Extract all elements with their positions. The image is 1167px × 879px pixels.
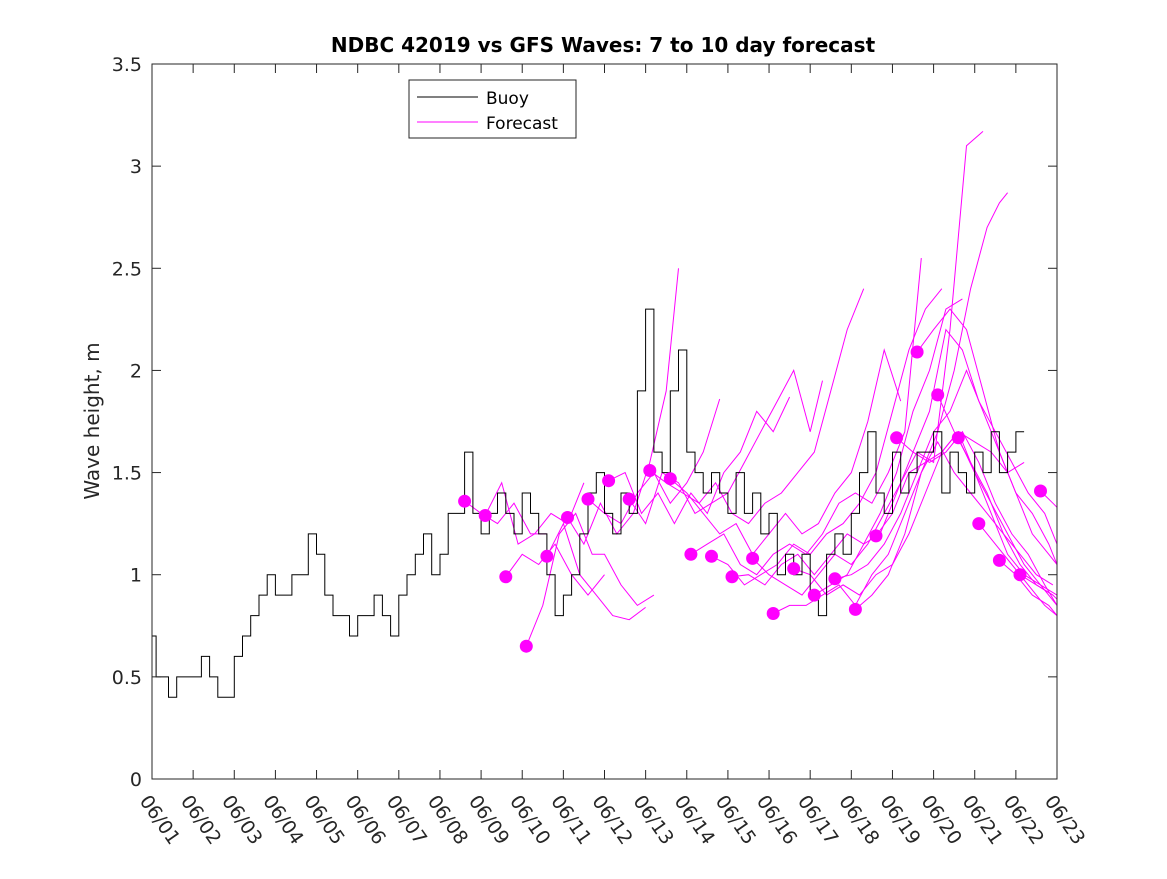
y-tick-label: 2: [130, 360, 142, 382]
forecast-line: [793, 431, 1025, 596]
forecast-line: [1019, 574, 1057, 600]
forecast-line: [999, 560, 1057, 616]
forecast-marker: [972, 517, 986, 531]
legend: Buoy Forecast: [408, 79, 577, 139]
forecast-marker: [807, 588, 821, 602]
legend-box: [408, 79, 577, 139]
forecast-marker: [540, 549, 554, 563]
forecast-marker: [992, 553, 1006, 567]
forecast-line: [752, 131, 984, 596]
forecast-marker: [643, 464, 657, 477]
forecast-marker: [746, 551, 760, 565]
forecast-line: [896, 430, 1057, 606]
y-tick-label: 1.5: [112, 463, 142, 485]
forecast-line: [505, 543, 605, 596]
forecast-marker: [828, 572, 842, 586]
forecast-line: [855, 440, 1054, 610]
forecast-marker: [519, 639, 533, 653]
forecast-marker: [1013, 568, 1027, 582]
forecast-line: [834, 369, 1057, 580]
forecast-marker: [499, 570, 513, 584]
forecast-marker: [705, 549, 718, 563]
forecast-marker: [787, 562, 801, 576]
forecast-marker: [766, 607, 780, 620]
y-axis-label: Wave height, m: [80, 342, 104, 499]
forecast-line: [669, 348, 902, 556]
y-tick-label: 2.5: [112, 258, 142, 280]
forecast-marker: [910, 345, 924, 359]
forecast-marker: [890, 431, 904, 445]
forecast-line: [567, 268, 679, 546]
forecast-marker: [602, 474, 616, 488]
buoy-line: [152, 308, 1025, 698]
forecast-marker: [622, 492, 636, 506]
legend-buoy-label: Buoy: [486, 89, 529, 109]
forecast-marker: [663, 472, 677, 486]
forecast-line: [916, 308, 1057, 565]
y-tick-label: 3.5: [112, 54, 142, 76]
y-tick-label: 3: [130, 156, 142, 178]
forecast-line: [875, 430, 1057, 596]
forecast-marker: [931, 388, 945, 402]
forecast-line: [814, 328, 1057, 596]
plot-clip-group: [152, 131, 1057, 698]
y-tick-label: 0: [130, 769, 142, 791]
y-tick-label: 0.5: [112, 667, 142, 689]
forecast-marker: [561, 511, 574, 524]
series-layer: [152, 131, 1057, 698]
y-tick-label: 1: [130, 565, 142, 587]
forecast-marker: [951, 431, 965, 445]
forecast-marker: [848, 602, 862, 616]
forecast-marker: [725, 570, 739, 584]
forecast-marker: [1034, 484, 1047, 498]
forecast-marker: [684, 547, 698, 561]
forecast-marker: [869, 529, 883, 543]
forecast-marker: [581, 492, 595, 506]
forecast-line: [649, 288, 865, 525]
y-axis: 0 0.5 1 1.5 2 2.5 3 3.5: [112, 54, 1057, 791]
forecast-line: [711, 288, 943, 586]
forecast-marker: [478, 509, 492, 522]
forecast-line: [546, 522, 646, 621]
forecast-line: [731, 298, 963, 586]
chart-title: NDBC 42019 vs GFS Waves: 7 to 10 day for…: [331, 33, 876, 57]
forecast-marker: [458, 494, 472, 508]
forecast-line: [525, 512, 655, 647]
legend-forecast-label: Forecast: [486, 114, 558, 134]
